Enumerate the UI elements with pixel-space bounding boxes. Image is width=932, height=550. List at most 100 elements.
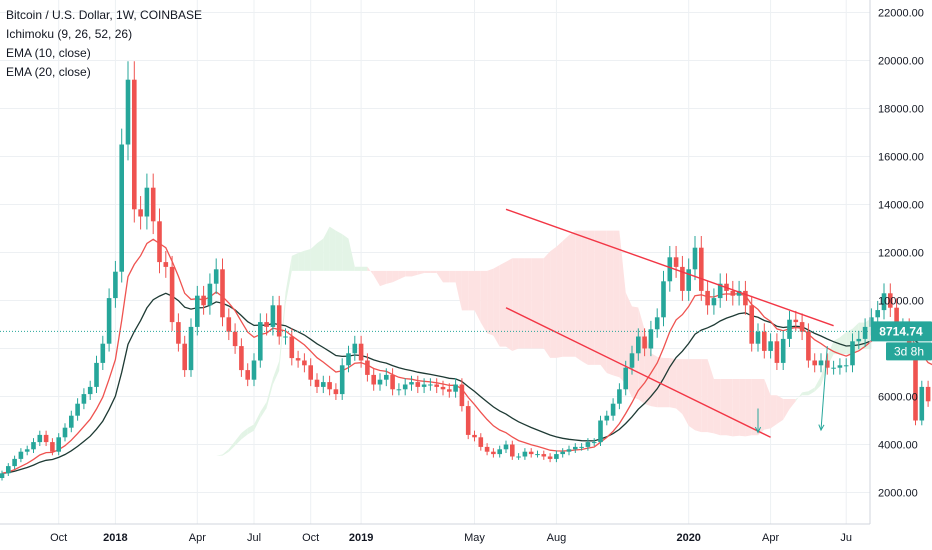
candle-body — [459, 384, 465, 407]
candle-body — [75, 403, 80, 416]
candle-body — [825, 360, 830, 368]
ema-10-line — [1, 238, 932, 474]
candle — [686, 258, 691, 301]
candle-body — [119, 144, 124, 272]
candle-body — [62, 427, 68, 438]
candle — [258, 313, 263, 368]
cloud-bull — [272, 360, 280, 385]
candle — [62, 423, 68, 442]
time-tick-label: May — [464, 532, 485, 544]
cloud-bear — [587, 230, 595, 365]
candle-body — [6, 466, 11, 474]
candle — [503, 440, 509, 453]
cloud-bull — [348, 238, 355, 271]
cloud-bear — [480, 270, 488, 334]
indicator-ema-20[interactable]: EMA (20, close) — [6, 65, 91, 79]
candle — [352, 335, 358, 361]
candle-body — [132, 79, 137, 210]
candle — [43, 430, 49, 447]
candle — [925, 380, 931, 407]
candle — [919, 380, 925, 426]
candle — [447, 383, 452, 398]
cloud-bear — [506, 258, 513, 352]
cloud-bull — [222, 448, 229, 456]
cloud-bull — [814, 376, 821, 392]
price-tick-label: 22000.00 — [878, 8, 924, 20]
cloud-bear — [745, 379, 752, 437]
candle-body — [484, 446, 490, 452]
candle — [295, 350, 301, 368]
candle — [428, 378, 433, 391]
candle — [56, 433, 61, 456]
price-tick-label: 6000.00 — [878, 392, 918, 404]
cloud-bear — [417, 270, 425, 275]
candle-body — [875, 310, 880, 318]
candle-body — [258, 322, 263, 361]
candle — [762, 323, 767, 359]
candle-body — [465, 406, 471, 435]
cloud-bear — [789, 398, 796, 410]
time-axis: Oct 2018 Apr Jul Oct 2019 May Aug 2020 Apr Ju — [50, 532, 852, 544]
candle-body — [667, 257, 673, 282]
cloud-bear — [619, 230, 626, 384]
candle — [818, 353, 824, 373]
candle-body — [276, 305, 282, 337]
cloud-bear — [455, 270, 462, 311]
cloud-bull — [247, 424, 254, 435]
candle — [535, 450, 540, 458]
candle-body — [150, 187, 156, 222]
candle — [232, 323, 238, 354]
candle — [749, 295, 754, 352]
cloud-bear — [493, 265, 500, 347]
candle — [377, 373, 383, 391]
candle-body — [384, 374, 389, 380]
symbol-title[interactable]: Bitcoin / U.S. Dollar, 1W, COINBASE — [6, 8, 203, 22]
candle-body — [925, 386, 931, 402]
candle-body — [617, 389, 622, 404]
arrow-head — [754, 426, 762, 434]
candle-body — [516, 456, 521, 458]
cloud-bull — [291, 253, 299, 271]
cloud-bear — [657, 356, 664, 408]
candle-body — [321, 382, 326, 387]
candle-body — [636, 336, 641, 354]
candle — [484, 443, 490, 456]
cloud-bull — [184, 463, 191, 465]
candle — [434, 378, 439, 394]
candle — [402, 378, 408, 396]
last-price-badge: 8714.74 3d 8h — [871, 321, 932, 361]
candle — [276, 295, 282, 345]
candle-body — [755, 331, 761, 344]
candle-body — [169, 266, 175, 323]
indicator-ema-10[interactable]: EMA (10, close) — [6, 46, 91, 60]
candle-body — [522, 451, 528, 457]
candle-body — [629, 353, 635, 368]
candle — [497, 445, 502, 458]
cloud-bear — [405, 270, 412, 277]
candle — [862, 318, 868, 347]
cloud-bear — [739, 379, 746, 437]
candle — [522, 448, 528, 460]
trend-line-upper — [505, 208, 834, 327]
candle-body — [377, 379, 383, 385]
cloud-bull — [298, 250, 305, 271]
cloud-bear — [443, 270, 450, 283]
cloud-bear — [556, 240, 563, 358]
price-tick-label: 18000.00 — [878, 104, 924, 116]
candle-body — [283, 336, 288, 338]
time-tick-label: Apr — [189, 532, 206, 544]
candle — [239, 338, 244, 377]
candle-body — [447, 389, 452, 392]
cloud-bear — [550, 246, 557, 358]
candle — [302, 353, 307, 373]
candle — [24, 445, 30, 456]
candle-body — [453, 384, 458, 392]
candle-body — [547, 456, 553, 459]
candle — [636, 328, 641, 361]
candle-body — [182, 343, 187, 371]
candle-body — [195, 295, 200, 327]
candle-body — [100, 343, 106, 363]
price-tick-label: 12000.00 — [878, 248, 924, 260]
indicator-ichimoku[interactable]: Ichimoku (9, 26, 52, 26) — [6, 27, 133, 41]
